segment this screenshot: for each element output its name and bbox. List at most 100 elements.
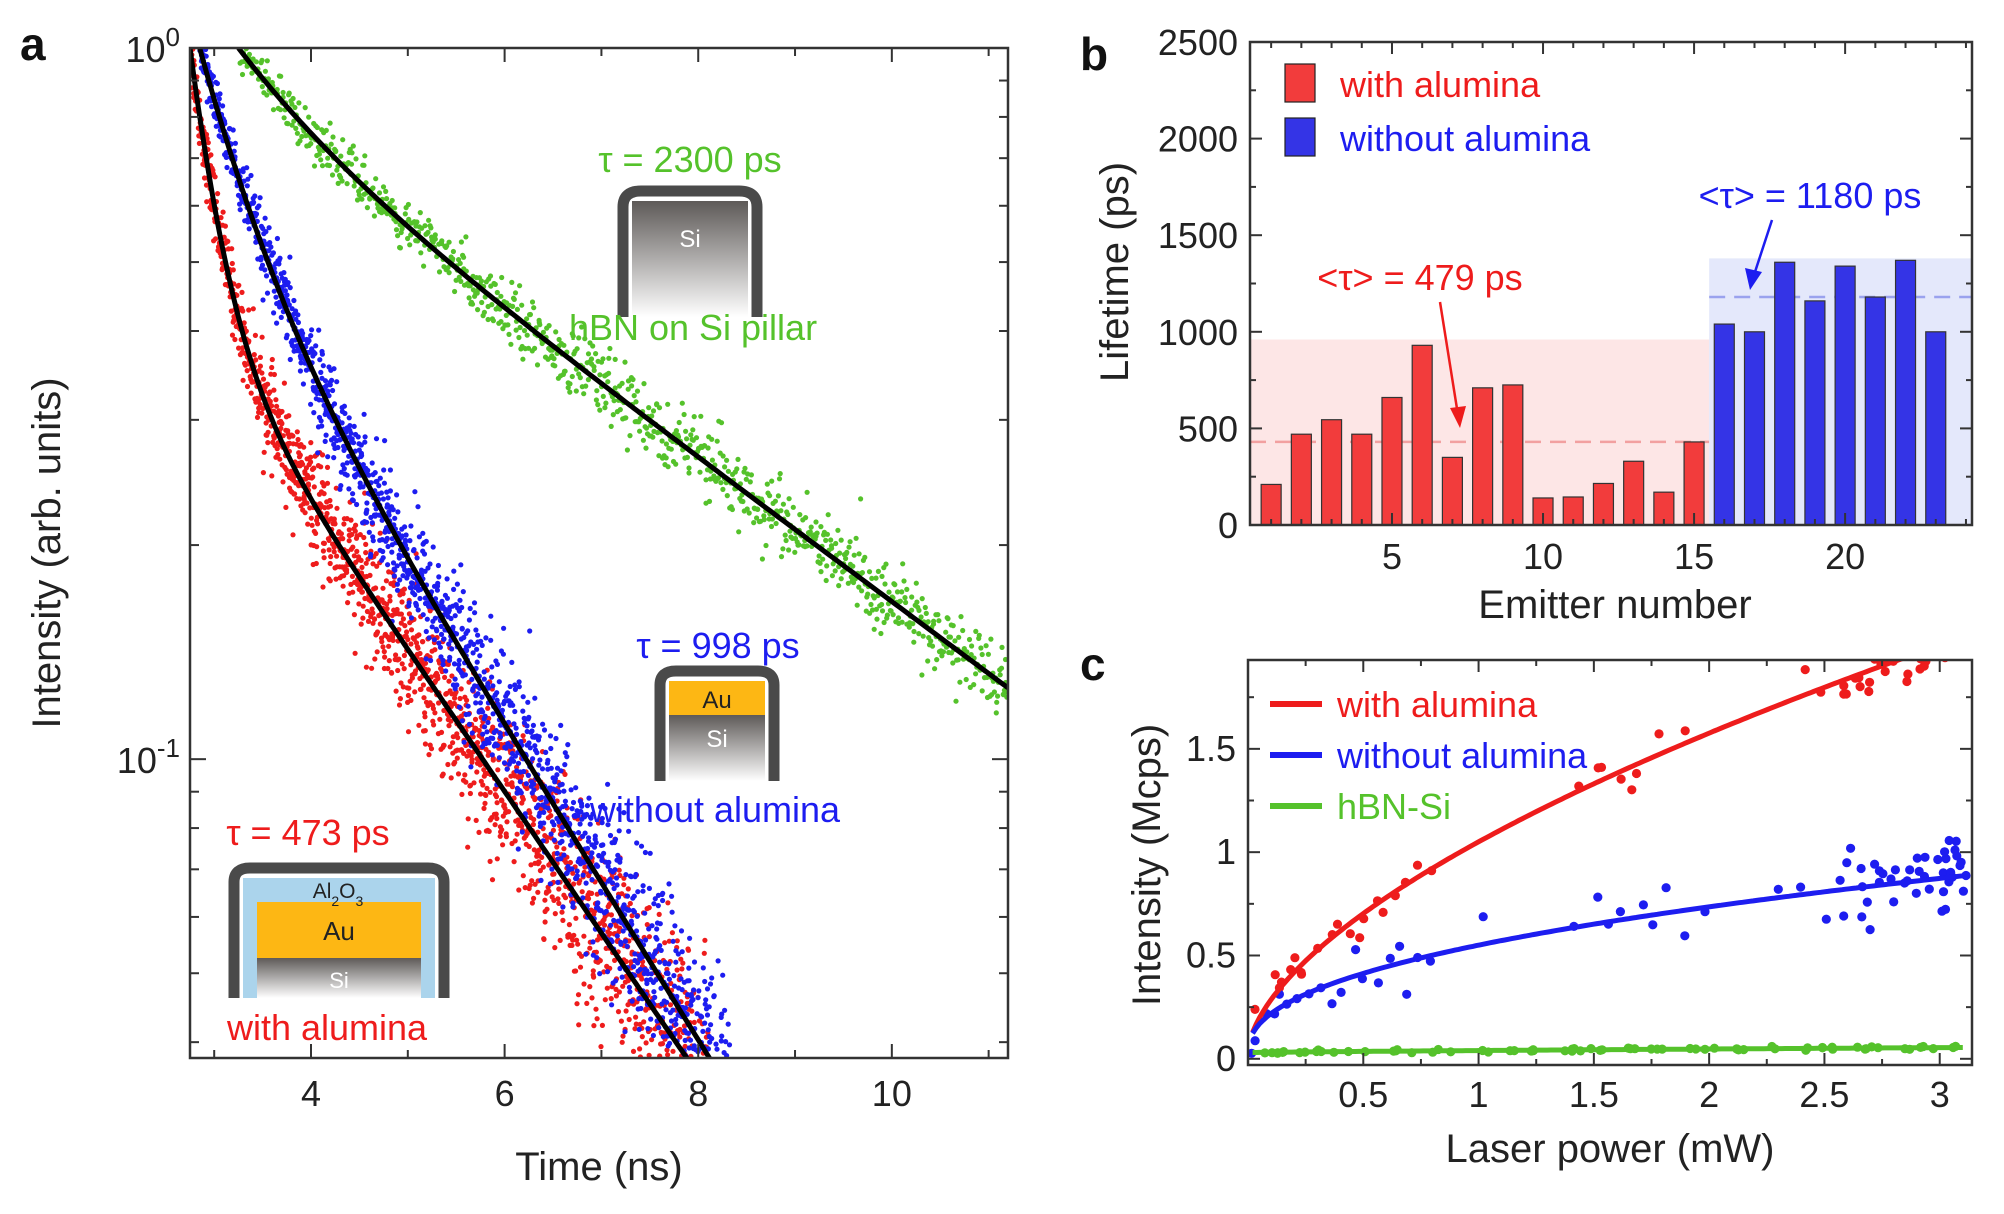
- bar: [1925, 331, 1947, 526]
- data-point: [260, 297, 266, 303]
- data-point: [306, 338, 312, 344]
- data-point: [524, 785, 530, 792]
- data-point: [468, 764, 474, 770]
- data-point: [679, 987, 685, 993]
- bar: [1894, 259, 1917, 526]
- bar: [1683, 441, 1705, 526]
- data-point: [308, 440, 314, 446]
- data-point: [746, 510, 752, 516]
- data-point: [425, 229, 431, 235]
- data-point: [555, 896, 561, 902]
- data-point: [256, 203, 262, 209]
- data-point: [582, 830, 588, 836]
- data-point: [482, 724, 488, 730]
- data-point: [516, 679, 522, 685]
- data-point: [1954, 624, 1963, 633]
- data-point: [566, 922, 573, 928]
- data-point: [384, 196, 390, 202]
- data-point: [308, 141, 314, 147]
- data-point: [292, 104, 298, 111]
- data-point: [1336, 987, 1346, 998]
- data-point: [330, 387, 336, 394]
- data-point: [360, 462, 366, 468]
- data-point: [582, 336, 588, 342]
- data-point: [353, 522, 359, 528]
- data-point: [523, 781, 530, 787]
- y-tick-label: 100: [125, 22, 180, 70]
- data-point: [386, 658, 392, 664]
- data-point: [418, 686, 424, 692]
- data-point: [720, 486, 726, 492]
- data-point: [590, 811, 596, 817]
- data-point: [654, 936, 660, 942]
- data-point: [632, 1026, 638, 1032]
- data-point: [820, 556, 826, 562]
- data-point: [652, 896, 658, 902]
- data-point: [512, 686, 519, 693]
- data-point: [722, 464, 728, 470]
- bar: [1502, 384, 1524, 526]
- data-point: [597, 971, 603, 977]
- x-tick-label: 6: [495, 1073, 515, 1114]
- data-point: [271, 371, 277, 378]
- data-point: [755, 506, 761, 512]
- data-point: [918, 614, 924, 620]
- data-point: [966, 636, 973, 643]
- data-point: [620, 928, 626, 934]
- data-point: [725, 1021, 731, 1027]
- data-point: [393, 688, 399, 694]
- data-point: [605, 822, 611, 828]
- data-point: [394, 581, 400, 587]
- data-point: [1412, 860, 1423, 870]
- data-point: [360, 615, 366, 621]
- data-point: [203, 53, 209, 59]
- data-point: [1939, 642, 1948, 651]
- bar: [1804, 300, 1826, 526]
- data-point: [487, 789, 493, 795]
- data-point: [997, 672, 1003, 678]
- data-point: [274, 235, 280, 242]
- data-point: [326, 162, 333, 169]
- data-point: [599, 820, 605, 826]
- data-point: [532, 743, 538, 749]
- data-point: [408, 641, 414, 647]
- data-point: [319, 351, 325, 357]
- data-point: [393, 652, 399, 658]
- data-point: [290, 95, 296, 102]
- data-point: [544, 906, 550, 912]
- data-point: [380, 548, 386, 555]
- data-point: [552, 911, 558, 917]
- data-point: [483, 635, 489, 641]
- legend-label-without-alumina: without alumina: [1336, 735, 1588, 776]
- data-point: [719, 1033, 725, 1039]
- data-point: [644, 922, 650, 928]
- data-point: [1870, 859, 1880, 869]
- data-point: [684, 436, 690, 442]
- data-point: [269, 403, 275, 409]
- data-point: [281, 115, 287, 121]
- data-point: [816, 553, 822, 559]
- data-point: [285, 121, 291, 127]
- data-point: [501, 760, 508, 766]
- data-point: [323, 127, 329, 133]
- data-point: [458, 239, 464, 245]
- data-point: [405, 636, 411, 643]
- data-point: [630, 376, 636, 383]
- data-point: [334, 167, 340, 173]
- data-point: [527, 882, 533, 888]
- data-point: [1956, 857, 1966, 867]
- data-point: [517, 779, 523, 785]
- data-point: [525, 345, 532, 351]
- data-point: [346, 486, 352, 492]
- data-point: [665, 900, 671, 906]
- data-point: [257, 195, 263, 201]
- data-point: [529, 299, 536, 305]
- bar: [1290, 433, 1312, 526]
- data-point: [691, 959, 698, 965]
- data-point: [423, 538, 429, 545]
- data-point: [668, 980, 674, 987]
- data-point: [836, 583, 842, 589]
- data-point: [621, 810, 627, 816]
- data-point: [909, 594, 915, 600]
